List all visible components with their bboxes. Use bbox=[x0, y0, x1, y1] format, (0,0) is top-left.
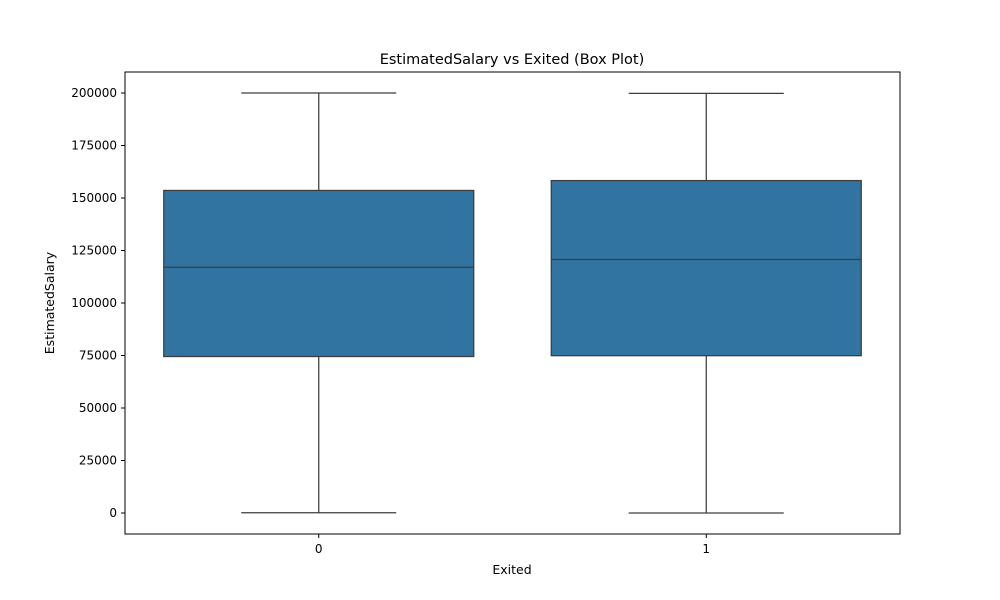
box-group-1 bbox=[550, 92, 862, 514]
x-axis-label: Exited bbox=[492, 562, 531, 577]
y-tick-label: 100000 bbox=[71, 296, 117, 310]
chart-title: EstimatedSalary vs Exited (Box Plot) bbox=[380, 52, 645, 68]
y-tick-label: 125000 bbox=[71, 244, 117, 258]
y-tick-label: 25000 bbox=[79, 454, 117, 468]
box-group-0 bbox=[163, 92, 475, 514]
y-tick-label: 0 bbox=[109, 506, 117, 520]
y-tick-label: 75000 bbox=[79, 349, 117, 363]
x-tick-label: 0 bbox=[315, 542, 323, 556]
box-iqr bbox=[163, 189, 475, 358]
y-axis-ticks: 0 25000 50000 75000 100000 125000 150000 175000… bbox=[71, 86, 125, 520]
x-tick-label: 1 bbox=[702, 542, 710, 556]
y-tick-label: 200000 bbox=[71, 86, 117, 100]
y-tick-label: 175000 bbox=[71, 139, 117, 153]
y-tick-label: 50000 bbox=[79, 401, 117, 415]
y-tick-label: 150000 bbox=[71, 191, 117, 205]
boxes-layer bbox=[163, 92, 862, 514]
box-iqr bbox=[550, 179, 862, 357]
y-axis-label: EstimatedSalary bbox=[42, 251, 57, 354]
